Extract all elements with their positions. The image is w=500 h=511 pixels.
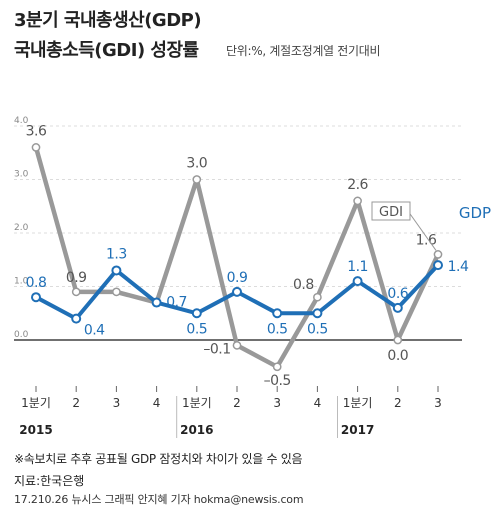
gdp-point (71, 313, 82, 324)
gdp-data-label: 0.6 (387, 286, 408, 302)
gdi-leader-line (407, 210, 437, 251)
x-tick-label: 3 (434, 396, 442, 410)
unit-note: 단위:%, 계절조정계열 전기대비 (226, 44, 381, 58)
x-tick-label: 3 (113, 396, 121, 410)
footnote: ※속보치로 추후 공표될 GDP 잠정치와 차이가 있을 수 있음 (14, 452, 303, 466)
gdi-point (192, 175, 202, 184)
gdp-data-label: 0.4 (84, 323, 105, 339)
year-label: 2017 (341, 423, 374, 437)
y-tick-label: 1.0 (14, 277, 29, 287)
gdp-data-label: 0.5 (307, 321, 328, 337)
gdi-point (313, 292, 322, 302)
credit-line: 17.210.26 뉴시스 그래픽 안지혜 기자 hokma@newsis.co… (14, 493, 304, 506)
chart-subtitle: 국내총소득(GDI) 성장률 (14, 40, 199, 61)
gdi-point (272, 362, 282, 372)
gdi-data-label: –0.5 (264, 373, 291, 389)
gdp-point (232, 286, 242, 297)
gdp-point (191, 308, 202, 319)
gdp-data-label: 0.8 (26, 275, 47, 291)
gdi-point (353, 196, 362, 206)
gdi-legend-box (371, 201, 411, 221)
gdi-series-label: GDI (379, 205, 403, 220)
gdi-point (433, 250, 443, 259)
gdi-data-label: 0.8 (293, 277, 314, 293)
y-tick-label: 4.0 (14, 116, 29, 126)
gdi-point (393, 335, 403, 345)
gdi-point (71, 287, 81, 297)
gdi-data-label: 0.9 (66, 270, 87, 286)
x-tick-label: 2 (394, 396, 402, 410)
gdp-point (111, 265, 122, 276)
gdi-point (232, 341, 242, 350)
gdp-data-label: 1.3 (106, 246, 127, 262)
source-note: 지료:한국은행 (14, 474, 85, 488)
gdi-data-label: 1.6 (416, 232, 437, 248)
x-tick-label: 1분기 (182, 396, 212, 410)
y-tick-label: 3.0 (14, 170, 29, 180)
year-label: 2016 (180, 423, 213, 437)
gdp-data-label: 1.4 (448, 259, 469, 275)
gdp-data-label: 0.7 (166, 295, 187, 311)
x-tick-label: 2 (233, 396, 241, 410)
gdp-data-label: 0.9 (227, 270, 248, 286)
gdi-data-label: 0.0 (387, 348, 408, 364)
gdp-point (31, 292, 41, 303)
gdp-point (352, 276, 363, 287)
x-tick-label: 2 (72, 396, 80, 410)
gdi-data-label: –0.1 (203, 341, 230, 357)
gdp-data-label: 0.5 (186, 321, 207, 337)
x-tick-label: 4 (153, 396, 161, 410)
gdp-point (272, 308, 283, 319)
x-tick-label: 1분기 (21, 396, 51, 410)
gdp-point (433, 260, 443, 271)
line-chart: 4.0 3.0 2.0 1.0 0.0 3.6 0.9 3.0 –0.1 –0.5 0.8 2.6 0.… (14, 116, 491, 438)
y-tick-label: 2.0 (14, 223, 29, 233)
gdp-point (392, 302, 403, 313)
gdp-data-label: 1.1 (347, 259, 368, 275)
gdi-point (112, 287, 121, 297)
gdp-point (151, 297, 162, 308)
gdp-series-label: GDP (459, 204, 491, 222)
gdp-data-label: 0.5 (267, 321, 288, 337)
gdi-data-label: 2.6 (347, 177, 368, 193)
gdi-data-label: 3.0 (186, 156, 207, 172)
year-label: 2015 (19, 423, 52, 437)
x-tick-label: 4 (314, 396, 322, 410)
gdp-point (312, 308, 323, 319)
x-tick-label: 3 (273, 396, 281, 410)
x-tick-label: 1분기 (343, 396, 373, 410)
y-tick-label: 0.0 (14, 330, 29, 340)
gdi-data-label: 3.6 (26, 123, 47, 139)
gdi-point (31, 143, 41, 152)
chart-title: 3분기 국내총생산(GDP) (14, 10, 202, 31)
